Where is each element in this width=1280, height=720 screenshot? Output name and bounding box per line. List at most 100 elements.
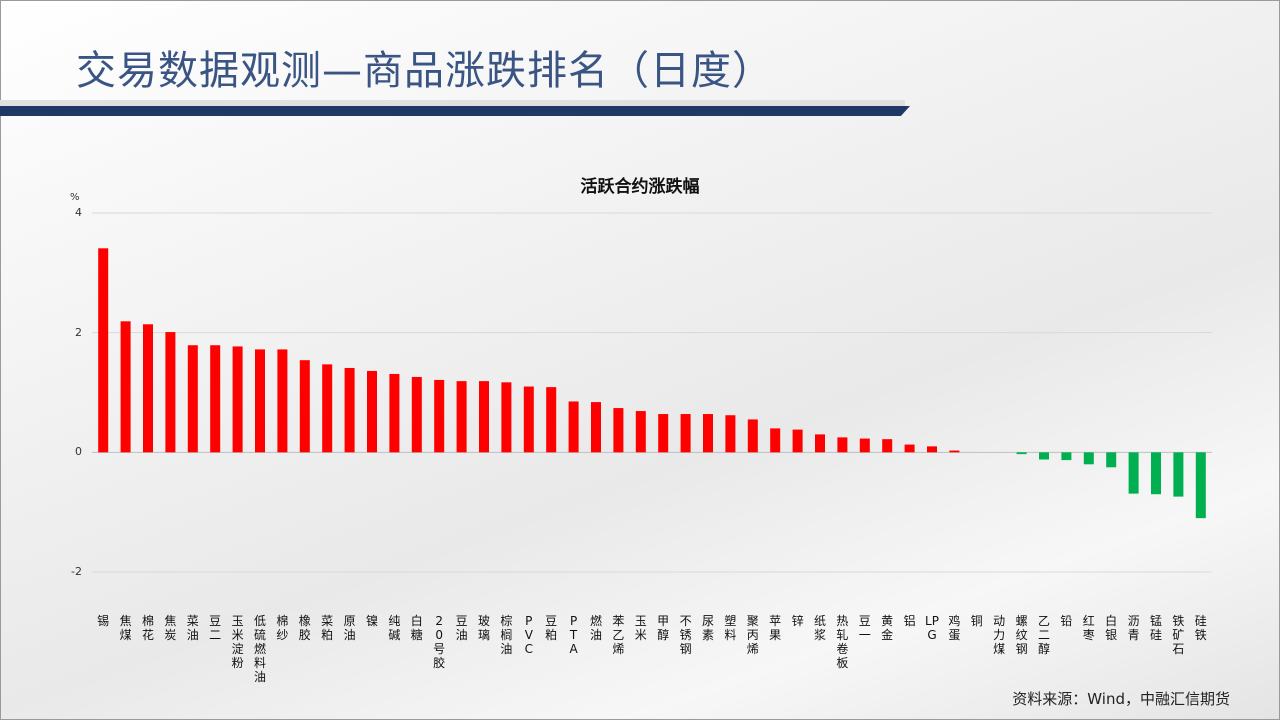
x-tick-label: 燃油 (589, 614, 602, 642)
x-tick-label: 尿素 (701, 614, 714, 642)
bar-焦煤 (120, 321, 131, 453)
bar-鸡蛋 (949, 450, 960, 453)
x-tick-label: 焦煤 (119, 614, 132, 642)
bar-乙二醇 (1039, 452, 1049, 460)
bar-原油 (344, 367, 355, 453)
x-tick-label: 乙二醇 (1037, 614, 1050, 656)
x-tick-label: 沥青 (1127, 614, 1140, 642)
x-tick-label: 苹果 (769, 614, 782, 642)
bar-镍 (367, 370, 377, 453)
x-tick-label: 铜 (970, 614, 983, 628)
x-tick-label: 原油 (343, 614, 356, 642)
page-title: 交易数据观测—商品涨跌排名（日度） (76, 48, 773, 94)
x-tick-label: 纯碱 (388, 614, 401, 642)
x-tick-label: 鸡蛋 (948, 614, 961, 642)
x-tick-label: 甲醇 (657, 614, 670, 642)
bar-不锈钢 (680, 414, 691, 453)
chart-title: 活跃合约涨跌幅 (580, 177, 700, 197)
bar-黄金 (882, 439, 893, 453)
bar-苯乙烯 (613, 408, 624, 453)
bar-苹果 (770, 428, 781, 453)
x-tick-label: 菜油 (186, 614, 199, 642)
x-tick-label: 锰硅 (1149, 614, 1162, 642)
source-note: 资料来源：Wind，中融汇信期货 (1012, 690, 1230, 708)
x-tick-label: 玉米淀粉 (231, 614, 244, 670)
x-tick-label: 不锈钢 (679, 614, 692, 656)
x-tick-label: 20号胶 (433, 614, 446, 670)
bar-橡胶 (299, 360, 310, 453)
bar-白糖 (411, 376, 422, 453)
bar-棕榈油 (501, 382, 512, 453)
title-underline-shadow (0, 100, 905, 106)
bar-豆油 (456, 381, 467, 453)
bar-尿素 (703, 414, 713, 453)
x-tick-label: 玉米 (634, 614, 647, 642)
x-tick-label: 塑料 (724, 614, 737, 642)
y-tick-label: 2 (75, 325, 82, 339)
y-tick-label: 4 (75, 206, 82, 219)
bar-塑料 (725, 415, 736, 453)
bar-豆一 (859, 438, 870, 453)
title-underline (0, 106, 910, 116)
y-axis-unit: % (70, 192, 80, 203)
bar-白银 (1106, 452, 1117, 468)
y-tick-label: 0 (75, 445, 82, 459)
x-tick-label: PVC (524, 614, 533, 656)
y-tick-label: -2 (71, 565, 82, 578)
bar-棉纱 (277, 349, 288, 453)
bar-沥青 (1128, 452, 1139, 494)
bar-玉米 (635, 411, 646, 453)
bar-铝 (904, 444, 915, 453)
x-tick-label: 豆油 (455, 614, 468, 642)
bar-低硫燃料油 (255, 349, 265, 453)
bar-甲醇 (658, 414, 669, 453)
bar-豆二 (210, 345, 221, 453)
bar-硅铁 (1195, 452, 1206, 519)
x-tick-label: 白银 (1105, 614, 1118, 642)
bar-锌 (792, 429, 803, 453)
x-tick-label: 红枣 (1082, 614, 1095, 642)
bar-铁矿石 (1173, 452, 1184, 497)
x-tick-label: 聚丙烯 (746, 614, 759, 656)
bar-燃油 (591, 402, 601, 453)
x-tick-label: 棉纱 (276, 614, 289, 642)
x-tick-label: 焦炭 (164, 614, 177, 642)
x-tick-label: 纸浆 (813, 614, 826, 642)
bar-锰硅 (1151, 452, 1161, 495)
bar-螺纹钢 (1016, 452, 1027, 455)
bar-菜油 (187, 345, 198, 453)
x-tick-label: 玻璃 (477, 614, 490, 642)
x-tick-label: 豆一 (858, 614, 871, 642)
bar-玻璃 (479, 381, 489, 453)
x-tick-label: 棕榈油 (500, 614, 513, 656)
bar-红枣 (1083, 452, 1094, 465)
x-tick-label: LPG (925, 614, 939, 642)
x-tick-label: 豆二 (209, 614, 222, 642)
x-tick-label: 热轧卷板 (836, 614, 849, 670)
x-tick-label: 锡 (97, 614, 110, 628)
bar-棉花 (143, 324, 153, 453)
bar-菜粕 (322, 364, 333, 453)
bar-热轧卷板 (837, 437, 848, 453)
x-tick-label: 低硫燃料油 (253, 614, 266, 684)
x-tick-label: 镍 (365, 614, 378, 628)
x-tick-label: 铁矿石 (1172, 614, 1185, 656)
x-tick-label: 动力煤 (993, 614, 1006, 656)
bar-纯碱 (389, 373, 400, 453)
bar-纸浆 (815, 434, 825, 453)
x-tick-label: 白糖 (410, 614, 423, 642)
bar-PTA (568, 401, 579, 453)
x-tick-label: 棉花 (141, 614, 154, 642)
x-tick-label: 橡胶 (298, 614, 311, 642)
x-tick-label: 铝 (903, 614, 916, 628)
x-tick-label: 铅 (1060, 614, 1073, 628)
bar-LPG (927, 446, 937, 453)
bar-焦炭 (165, 332, 176, 453)
bar-聚丙烯 (747, 419, 758, 453)
x-tick-label: 锌 (791, 614, 804, 628)
bar-20号胶 (434, 379, 445, 453)
bar-玉米淀粉 (232, 346, 243, 453)
x-tick-label: 黄金 (881, 614, 894, 642)
x-tick-label: 苯乙烯 (612, 614, 625, 656)
